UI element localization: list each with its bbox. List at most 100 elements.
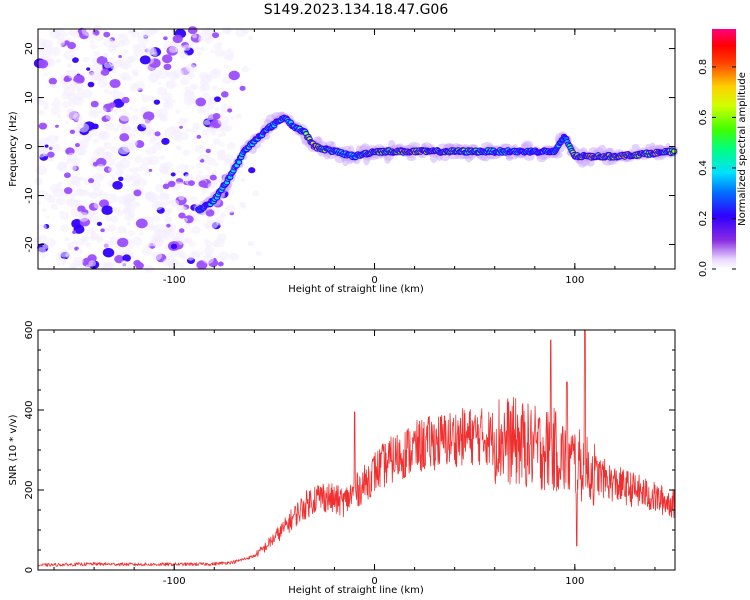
noise-blob — [167, 250, 177, 258]
ridge-halo — [263, 133, 271, 140]
noise-blob — [117, 195, 128, 204]
noise-blob — [142, 246, 153, 256]
noise-blob — [161, 92, 173, 102]
noise-blob — [103, 122, 115, 131]
noise-blob — [222, 49, 235, 60]
noise-blob — [70, 175, 82, 185]
noise-blob — [121, 49, 129, 56]
noise-blob — [119, 133, 130, 142]
noise-blob — [196, 134, 202, 139]
noise-blob — [148, 168, 153, 172]
snr-series-line — [37, 329, 676, 567]
noise-blob — [128, 168, 133, 172]
noise-blob — [207, 97, 213, 102]
noise-blob — [182, 149, 191, 156]
noise-blob — [104, 88, 110, 94]
noise-blob — [140, 118, 151, 128]
noise-blob — [153, 110, 162, 118]
noise-blob — [130, 114, 138, 121]
noise-blob — [203, 119, 211, 126]
y-tick-label: 0 — [24, 143, 35, 149]
noise-blob — [195, 162, 202, 169]
noise-blob — [56, 38, 66, 47]
noise-blob — [207, 219, 219, 230]
noise-blob — [179, 77, 190, 86]
noise-blob — [114, 254, 125, 264]
noise-blob — [77, 212, 90, 222]
x-tick-label: -100 — [163, 576, 186, 587]
noise-blob — [118, 176, 124, 182]
noise-blob — [215, 215, 225, 224]
noise-blob — [108, 59, 118, 67]
noise-blob — [102, 247, 115, 258]
noise-blob — [106, 224, 117, 233]
noise-blob — [201, 74, 212, 84]
noise-blob — [168, 199, 174, 204]
noise-blob — [120, 37, 131, 46]
noise-blob — [74, 188, 83, 196]
noise-blob — [196, 156, 202, 161]
noise-blob — [179, 125, 183, 129]
noise-blob — [57, 161, 68, 170]
noise-blob — [218, 251, 230, 261]
noise-blob — [227, 47, 232, 52]
noise-blob — [150, 69, 162, 79]
noise-blob — [210, 49, 215, 54]
noise-blob — [177, 236, 181, 241]
noise-blob — [166, 223, 171, 228]
noise-blob — [176, 250, 185, 258]
noise-blob — [198, 170, 203, 174]
noise-blob — [163, 36, 168, 41]
noise-blob — [45, 215, 50, 219]
noise-blob — [119, 112, 131, 122]
noise-blob — [190, 165, 195, 170]
noise-blob — [88, 178, 95, 184]
noise-blob — [98, 174, 103, 178]
noise-blob — [102, 261, 109, 268]
noise-blob — [214, 162, 219, 167]
colorbar-ticks: 0.0 0.2 0.4 0.6 0.8 — [698, 59, 736, 277]
noise-blob — [90, 180, 102, 190]
noise-blob — [213, 43, 222, 51]
noise-blob — [178, 228, 185, 233]
ridge-mid — [236, 160, 242, 164]
noise-blob — [153, 99, 161, 105]
noise-blob — [71, 30, 80, 38]
noise-blob — [53, 135, 60, 141]
noise-blob — [192, 122, 201, 130]
colorbar-tick-label: 0.4 — [698, 160, 709, 176]
noise-blob — [37, 47, 45, 53]
noise-blob — [72, 57, 79, 63]
noise-blob — [241, 66, 250, 73]
snr-x-ticks: -100 0 100 — [53, 330, 656, 587]
noise-blob — [240, 177, 246, 182]
noise-blob — [55, 124, 59, 128]
noise-blob — [183, 117, 190, 123]
noise-blob — [110, 57, 114, 61]
noise-blob — [196, 50, 203, 56]
noise-blob — [214, 48, 225, 57]
noise-blob — [116, 123, 122, 128]
noise-blob — [135, 218, 148, 229]
noise-blob — [172, 34, 183, 44]
noise-blob — [72, 230, 77, 234]
spectrogram-x-label: Height of straight line (km) — [288, 284, 424, 295]
noise-blob — [105, 158, 116, 166]
noise-blob — [121, 260, 128, 266]
noise-blob — [133, 80, 145, 91]
noise-blob — [220, 131, 227, 137]
noise-blob — [152, 215, 161, 222]
noise-blob — [130, 173, 142, 183]
noise-blob — [112, 180, 123, 190]
noise-blob — [255, 250, 263, 256]
noise-blob — [55, 58, 61, 64]
noise-blob — [128, 55, 137, 63]
noise-blob — [121, 96, 130, 104]
noise-blob — [94, 34, 104, 42]
noise-blob — [96, 164, 105, 171]
noise-blob — [164, 216, 173, 224]
noise-blob — [226, 142, 236, 150]
noise-blob — [189, 196, 198, 203]
noise-blob — [161, 137, 170, 145]
